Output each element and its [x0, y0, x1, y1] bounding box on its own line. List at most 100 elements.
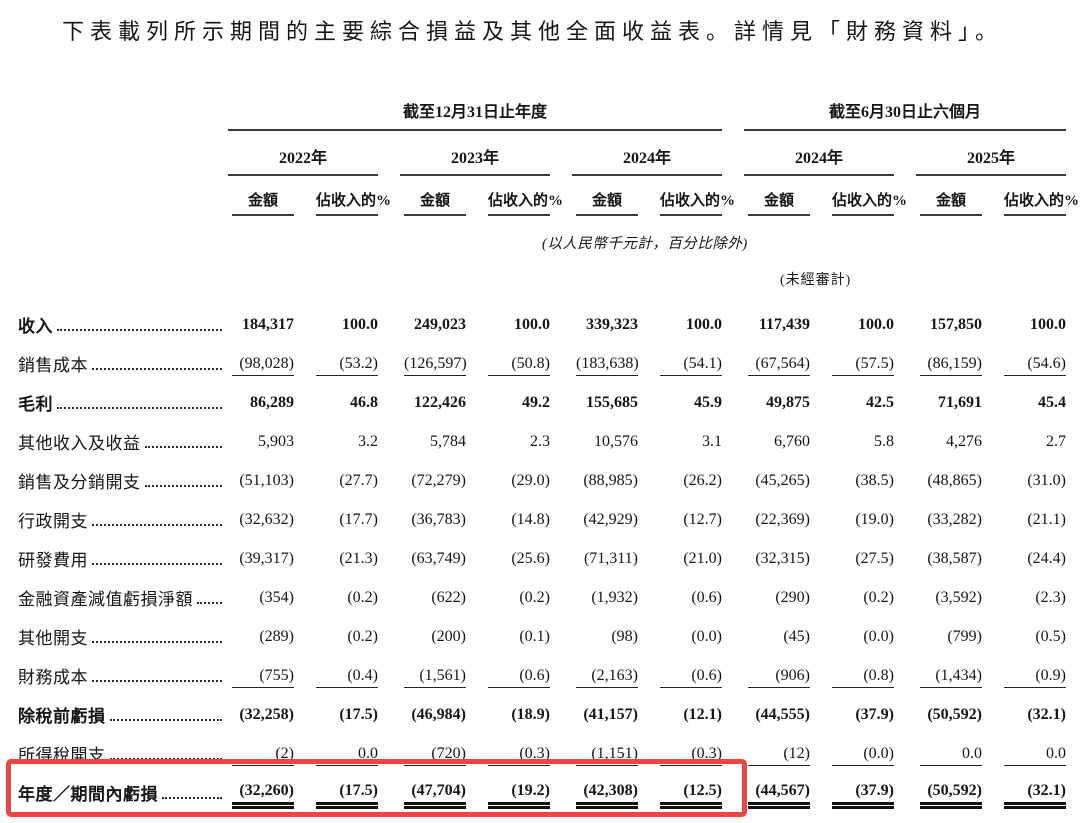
amount-cell: (41,157) [572, 706, 638, 730]
cell-value: (0.1) [519, 628, 550, 645]
percent-cell: 100.0 [294, 316, 378, 340]
amount-cell: (799) [916, 628, 982, 652]
year-header-row: 2022年 2023年 2024年 2024年 2025年 [18, 144, 1074, 176]
cell-value: (1,932) [591, 589, 638, 606]
year-header-2023: 2023年 [400, 144, 550, 176]
row-label: 行政開支 [18, 507, 228, 535]
percent-cell: (21.0) [638, 550, 722, 574]
cell-value: (24.4) [1027, 550, 1066, 567]
cell-value: 0.0 [316, 745, 378, 766]
row-label-text: 行政開支 [18, 512, 88, 531]
row-label: 其他開支 [18, 624, 228, 652]
cell-value: 117,439 [758, 316, 810, 333]
cell-value: (12) [748, 745, 810, 766]
cell-value: 3.2 [358, 433, 378, 450]
cell-value: 2.7 [1046, 433, 1066, 450]
percent-cell: (27.5) [810, 550, 894, 574]
amount-cell: (42,929) [572, 511, 638, 535]
row-label: 銷售及分銷開支 [18, 468, 228, 496]
percent-cell: (12.5) [638, 782, 722, 809]
amount-cell: (51,103) [228, 472, 294, 496]
dot-leader [92, 641, 222, 643]
amount-cell: 249,023 [400, 316, 466, 340]
percent-cell: 100.0 [466, 316, 550, 340]
cell-value: (12.5) [660, 782, 722, 809]
cell-value: (354) [259, 589, 294, 606]
cell-value: (31.0) [1027, 472, 1066, 489]
cell-value: (906) [748, 667, 810, 688]
percent-cell: (12.1) [638, 706, 722, 730]
dot-leader [92, 524, 222, 526]
cell-value: (71,311) [583, 550, 638, 567]
amount-cell: 49,875 [744, 394, 810, 418]
cell-value: 184,317 [242, 316, 294, 333]
dot-leader [162, 797, 222, 799]
cell-value: (1,561) [404, 667, 466, 688]
cell-value: (86,159) [920, 355, 982, 376]
amount-cell: (71,311) [572, 550, 638, 574]
row-label-text: 年度／期間內虧損 [18, 785, 158, 804]
percent-cell: (29.0) [466, 472, 550, 496]
amount-cell: (183,638) [572, 355, 639, 379]
amount-cell: (32,315) [744, 550, 810, 574]
cell-value: (36,783) [411, 511, 466, 528]
table-row: 其他開支 (289) (0.2) (200) (0.1) (98) (0.0) (45) (0.… [18, 613, 1074, 652]
amount-cell: (1,151) [572, 745, 638, 769]
cell-value: (183,638) [576, 355, 639, 376]
percent-cell: (0.0) [810, 745, 894, 769]
cell-value: (720) [404, 745, 466, 766]
row-label: 財務成本 [18, 663, 228, 691]
percent-cell: (24.4) [982, 550, 1066, 574]
cell-value: (12.1) [683, 706, 722, 723]
percent-cell: (18.9) [466, 706, 550, 730]
amount-cell: (47,704) [400, 782, 466, 809]
cell-value: (0.0) [691, 628, 722, 645]
row-label: 除稅前虧損 [18, 702, 228, 730]
period-header-interim: 截至6月30日止六個月 [744, 98, 1066, 131]
cell-value: (1,151) [576, 745, 638, 766]
amount-cell: (2,163) [572, 667, 638, 691]
cell-value: (33,282) [927, 511, 982, 528]
percent-cell: (38.5) [810, 472, 894, 496]
percent-cell: (2.3) [982, 589, 1066, 613]
cell-value: (0.2) [863, 589, 894, 606]
percent-cell: (21.1) [982, 511, 1066, 535]
cell-value: 5,784 [430, 433, 466, 450]
amount-cell: (50,592) [916, 706, 982, 730]
currency-unit-note: (以人民幣千元計，百分比除外) [542, 236, 748, 252]
year-header-2025-interim: 2025年 [916, 144, 1066, 176]
dot-leader [109, 758, 222, 760]
cell-value: (755) [232, 667, 294, 688]
cell-value: (0.3) [660, 745, 722, 766]
percent-cell: 5.8 [810, 433, 894, 457]
amount-cell: (98) [572, 628, 638, 652]
cell-value: (51,103) [239, 472, 294, 489]
table-row-highlighted: 年度／期間內虧損 (32,260) (17.5) (47,704) (19.2) (42,… [18, 769, 1074, 809]
cell-value: (46,984) [411, 706, 466, 723]
cell-value: (29.0) [511, 472, 550, 489]
amount-cell: (906) [744, 667, 810, 691]
cell-value: (44,567) [748, 782, 810, 809]
row-label: 年度／期間內虧損 [18, 780, 228, 808]
row-label-text: 金融資產減值虧損淨額 [18, 590, 193, 609]
table-row: 其他收入及收益 5,903 3.2 5,784 2.3 10,576 3.1 6,760 5.8… [18, 418, 1074, 457]
table-row: 銷售成本 (98,028) (53.2) (126,597) (50.8) (183,63… [18, 340, 1074, 379]
amount-header: 金額 [400, 189, 466, 216]
dot-leader [92, 368, 222, 370]
cell-value: 100.0 [858, 316, 894, 333]
cell-value: 0.0 [1004, 745, 1066, 766]
row-label-text: 所得稅開支 [18, 746, 106, 765]
year-header-2024-interim: 2024年 [744, 144, 894, 176]
percent-cell: (57.5) [810, 355, 894, 379]
cell-value: 122,426 [414, 394, 466, 411]
cell-value: (38,587) [927, 550, 982, 567]
cell-value: (98) [611, 628, 638, 645]
cell-value: 5,903 [258, 433, 294, 450]
cell-value: 2.3 [530, 433, 550, 450]
cell-value: (32,258) [239, 706, 294, 723]
percent-cell: (50.8) [466, 355, 550, 379]
percent-cell: (32.1) [982, 782, 1066, 809]
amount-cell: (63,749) [400, 550, 466, 574]
cell-value: 42.5 [866, 394, 894, 411]
